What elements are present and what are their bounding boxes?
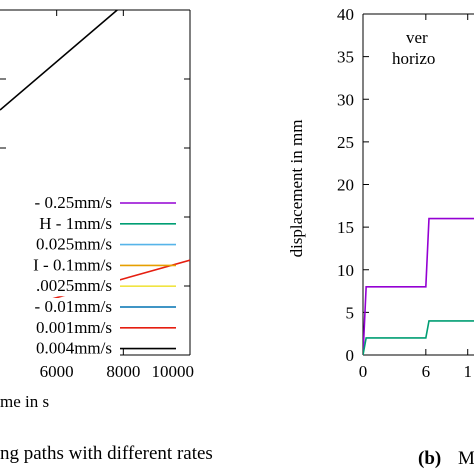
chart-a-legend-label: - 0.25mm/s: [35, 193, 112, 212]
chart-b-ytick-label: 10: [337, 261, 354, 280]
chart-b-ytick-label: 25: [337, 133, 354, 152]
chart-a-legend-bg-1: [0, 214, 120, 234]
chart-a: 6000 8000 10000 me in s - 0.25mm/s H - 1mm/s 0…: [0, 9, 213, 464]
chart-a-legend-bg-3: [0, 256, 120, 276]
chart-b-xtick-label: 0: [359, 362, 368, 381]
chart-a-series-line-7: [0, 10, 119, 111]
chart-b-caption-text: M: [458, 448, 474, 469]
chart-b-ytick-label: 40: [337, 5, 354, 24]
chart-a-xtick-label: 6000: [40, 362, 74, 381]
chart-a-legend-bg-4: [0, 277, 120, 297]
chart-b-legend-fragment: ver: [406, 28, 428, 47]
chart-a-xtick-label: 10000: [152, 362, 195, 381]
chart-a-legend-label: 0.001mm/s: [36, 318, 112, 337]
chart-b-ytick-label: 20: [337, 176, 354, 195]
chart-a-legend-bg-0: [0, 194, 120, 213]
chart-a-legend-label: H - 1mm/s: [39, 214, 112, 233]
chart-a-legend-label: 0.004mm/s: [36, 339, 112, 358]
chart-b-ytick-label: 15: [337, 218, 354, 237]
chart-b-ytick-label: 0: [346, 346, 355, 365]
chart-a-legend-label: .0025mm/s: [36, 276, 112, 295]
chart-b-legend-fragment: horizo: [392, 49, 435, 68]
chart-b-series-line-1: [363, 320, 474, 356]
chart-b-ylabel: displacement in mm: [287, 120, 306, 258]
chart-a-caption: ng paths with different rates: [0, 443, 213, 464]
chart-a-legend-bg-6: [0, 318, 120, 338]
chart-b-xtick-label: 1: [463, 362, 472, 381]
chart-a-legend-bg-2: [0, 235, 120, 255]
chart-b-xtick-label: 6: [422, 362, 431, 381]
chart-b-ytick-label: 35: [337, 48, 354, 67]
chart-b-ytick-label: 5: [346, 303, 355, 322]
chart-a-legend-bg-7: [0, 339, 120, 359]
chart-a-legend-label: 0.025mm/s: [36, 235, 112, 254]
chart-b: 0 5 10 15 20 25 30 35 40 0 6 1 displacement in mm ver…: [287, 5, 474, 469]
chart-b-ytick-label: 30: [337, 90, 354, 109]
chart-a-xtick-label: 8000: [106, 362, 140, 381]
chart-a-legend-label: - 0.01mm/s: [35, 297, 112, 316]
chart-a-legend-label: I - 0.1mm/s: [33, 255, 112, 274]
chart-a-legend-bg-5: [0, 298, 120, 317]
chart-a-xlabel: me in s: [0, 392, 49, 411]
chart-b-series-line-0: [363, 217, 474, 356]
chart-b-caption-label: (b): [418, 448, 441, 469]
